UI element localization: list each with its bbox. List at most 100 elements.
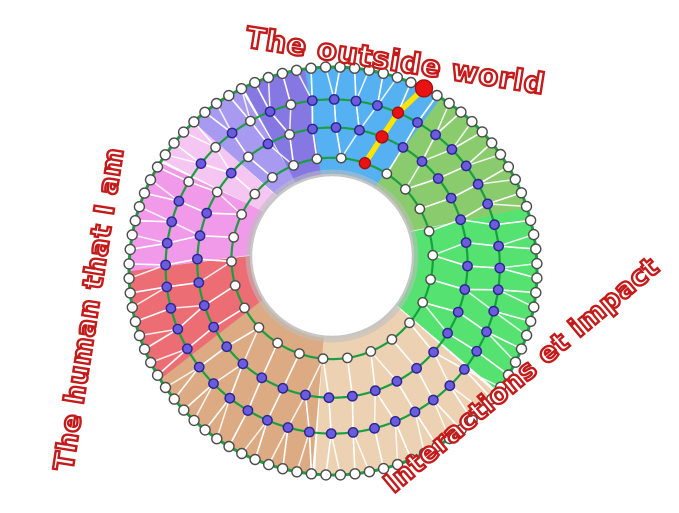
mesh-node[interactable] bbox=[249, 453, 261, 466]
mesh-node[interactable] bbox=[226, 256, 237, 267]
mesh-node[interactable] bbox=[307, 123, 318, 135]
mesh-node[interactable] bbox=[138, 343, 151, 355]
mesh-node[interactable] bbox=[129, 315, 142, 328]
mesh-node[interactable] bbox=[211, 433, 223, 445]
mesh-node[interactable] bbox=[183, 176, 195, 188]
mesh-node[interactable] bbox=[509, 173, 521, 186]
highlight-node[interactable] bbox=[375, 130, 389, 144]
mesh-node[interactable] bbox=[165, 302, 177, 314]
mesh-node[interactable] bbox=[488, 305, 500, 317]
mesh-node[interactable] bbox=[455, 106, 467, 118]
mesh-node[interactable] bbox=[391, 458, 404, 471]
mesh-node[interactable] bbox=[444, 380, 456, 392]
mesh-node[interactable] bbox=[256, 372, 268, 384]
mesh-node[interactable] bbox=[319, 61, 332, 73]
mesh-node[interactable] bbox=[291, 466, 303, 478]
mesh-node[interactable] bbox=[472, 178, 484, 190]
mesh-node[interactable] bbox=[430, 129, 441, 141]
mesh-node[interactable] bbox=[193, 277, 205, 288]
highlight-path[interactable] bbox=[358, 79, 434, 170]
mesh-node[interactable] bbox=[397, 141, 409, 153]
mesh-node[interactable] bbox=[223, 89, 235, 102]
mesh-node[interactable] bbox=[262, 71, 275, 84]
mesh-node[interactable] bbox=[249, 188, 261, 200]
mesh-node[interactable] bbox=[159, 149, 172, 161]
mesh-node[interactable] bbox=[235, 82, 248, 95]
mesh-node[interactable] bbox=[455, 424, 467, 436]
mesh-node[interactable] bbox=[409, 406, 421, 418]
mesh-node[interactable] bbox=[129, 214, 142, 227]
mesh-node[interactable] bbox=[201, 207, 213, 219]
mesh-node[interactable] bbox=[325, 428, 337, 439]
mesh-node[interactable] bbox=[476, 126, 488, 138]
mesh-node[interactable] bbox=[237, 358, 249, 370]
mesh-node[interactable] bbox=[133, 329, 146, 342]
mesh-node[interactable] bbox=[515, 343, 528, 355]
highlight-node[interactable] bbox=[358, 157, 372, 170]
mesh-node[interactable] bbox=[399, 183, 411, 195]
mesh-node[interactable] bbox=[244, 115, 256, 127]
mesh-node[interactable] bbox=[284, 129, 295, 140]
mesh-node[interactable] bbox=[495, 381, 507, 393]
mesh-node[interactable] bbox=[199, 424, 211, 436]
mesh-node[interactable] bbox=[418, 447, 431, 459]
mesh-node[interactable] bbox=[525, 315, 537, 327]
mesh-node[interactable] bbox=[459, 284, 471, 295]
mesh-node[interactable] bbox=[168, 137, 180, 149]
mesh-node[interactable] bbox=[489, 219, 500, 231]
mesh-node[interactable] bbox=[144, 174, 157, 186]
mesh-node[interactable] bbox=[530, 286, 542, 299]
mesh-node[interactable] bbox=[300, 389, 311, 401]
mesh-node[interactable] bbox=[520, 329, 533, 341]
mesh-node[interactable] bbox=[371, 100, 383, 111]
mesh-node[interactable] bbox=[502, 161, 515, 173]
mesh-node[interactable] bbox=[320, 469, 332, 481]
mesh-node[interactable] bbox=[126, 301, 139, 314]
mesh-node[interactable] bbox=[223, 440, 235, 453]
mesh-node[interactable] bbox=[239, 302, 250, 314]
mesh-node[interactable] bbox=[199, 106, 211, 119]
mesh-node[interactable] bbox=[432, 173, 444, 184]
mesh-node[interactable] bbox=[277, 382, 289, 394]
mesh-node[interactable] bbox=[443, 97, 455, 110]
mesh-node[interactable] bbox=[346, 390, 358, 402]
mesh-node[interactable] bbox=[460, 160, 472, 172]
mesh-node[interactable] bbox=[494, 262, 506, 274]
mesh-node[interactable] bbox=[195, 158, 207, 170]
mesh-node[interactable] bbox=[458, 363, 470, 375]
mesh-node[interactable] bbox=[350, 95, 362, 107]
mesh-node[interactable] bbox=[181, 343, 193, 355]
mesh-node[interactable] bbox=[210, 97, 223, 110]
mesh-node[interactable] bbox=[211, 186, 223, 198]
mesh-node[interactable] bbox=[389, 415, 401, 427]
mesh-node[interactable] bbox=[188, 414, 200, 427]
mesh-node[interactable] bbox=[161, 281, 173, 293]
mesh-node[interactable] bbox=[520, 200, 533, 213]
mesh-node[interactable] bbox=[160, 259, 172, 271]
mesh-node[interactable] bbox=[442, 327, 453, 339]
highlight-node[interactable] bbox=[391, 106, 405, 119]
mesh-node[interactable] bbox=[159, 381, 172, 394]
mesh-node[interactable] bbox=[347, 426, 359, 438]
mesh-node[interactable] bbox=[381, 168, 393, 180]
mesh-node[interactable] bbox=[317, 353, 329, 365]
mesh-node[interactable] bbox=[144, 356, 157, 369]
mesh-node[interactable] bbox=[391, 375, 403, 387]
mesh-node[interactable] bbox=[416, 155, 428, 167]
mesh-node[interactable] bbox=[177, 126, 190, 138]
mesh-node[interactable] bbox=[323, 392, 335, 404]
highlight-node[interactable] bbox=[414, 79, 434, 98]
mesh-node[interactable] bbox=[123, 272, 135, 285]
mesh-node[interactable] bbox=[266, 171, 278, 183]
mesh-node[interactable] bbox=[492, 284, 504, 296]
mesh-node[interactable] bbox=[414, 203, 426, 215]
mesh-node[interactable] bbox=[166, 216, 178, 228]
mesh-node[interactable] bbox=[236, 208, 248, 220]
mesh-node[interactable] bbox=[455, 214, 466, 226]
mesh-node[interactable] bbox=[452, 306, 464, 318]
mesh-node[interactable] bbox=[334, 469, 347, 481]
mesh-node[interactable] bbox=[391, 71, 403, 84]
mesh-node[interactable] bbox=[404, 317, 415, 329]
mesh-node[interactable] bbox=[531, 257, 543, 270]
mesh-node[interactable] bbox=[303, 426, 315, 438]
